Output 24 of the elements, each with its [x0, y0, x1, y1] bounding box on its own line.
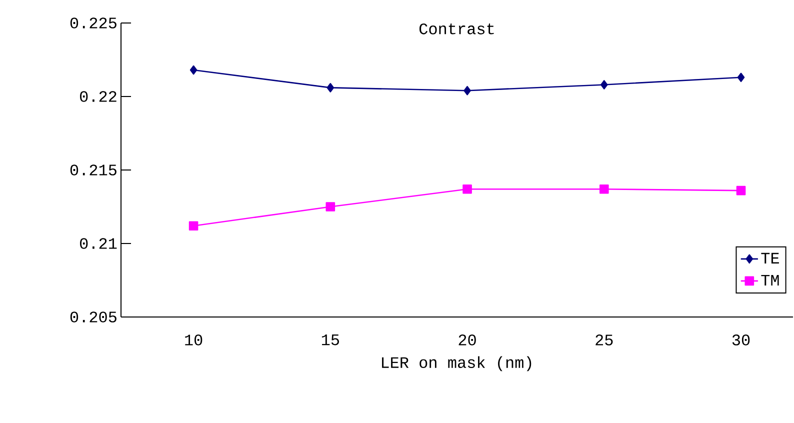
x-tick-label: 15	[322, 334, 339, 346]
point	[326, 202, 336, 212]
x-axis-title: LER on mask (nm)	[382, 356, 532, 372]
point	[326, 83, 334, 92]
y-tick-label: 0.22	[80, 91, 116, 102]
x-tick-label: 30	[732, 334, 750, 346]
x-tick-label: 10	[185, 334, 202, 346]
point	[462, 184, 472, 194]
y-tick-label: 0.205	[70, 312, 116, 322]
point	[600, 80, 608, 90]
point	[599, 184, 609, 194]
point	[464, 86, 471, 96]
point	[736, 186, 746, 196]
legend-label: TE	[761, 252, 779, 264]
point	[737, 72, 745, 82]
legend-label: TM	[761, 274, 779, 286]
y-tick-label: 0.225	[70, 18, 116, 28]
point	[190, 65, 198, 75]
chart-title: Contrast	[419, 23, 494, 34]
y-tick-label: 0.215	[70, 164, 116, 176]
y-tick-label: 0.21	[80, 238, 117, 249]
point	[188, 221, 198, 231]
x-tick-label: 25	[596, 334, 613, 346]
x-tick-label: 20	[458, 334, 476, 346]
